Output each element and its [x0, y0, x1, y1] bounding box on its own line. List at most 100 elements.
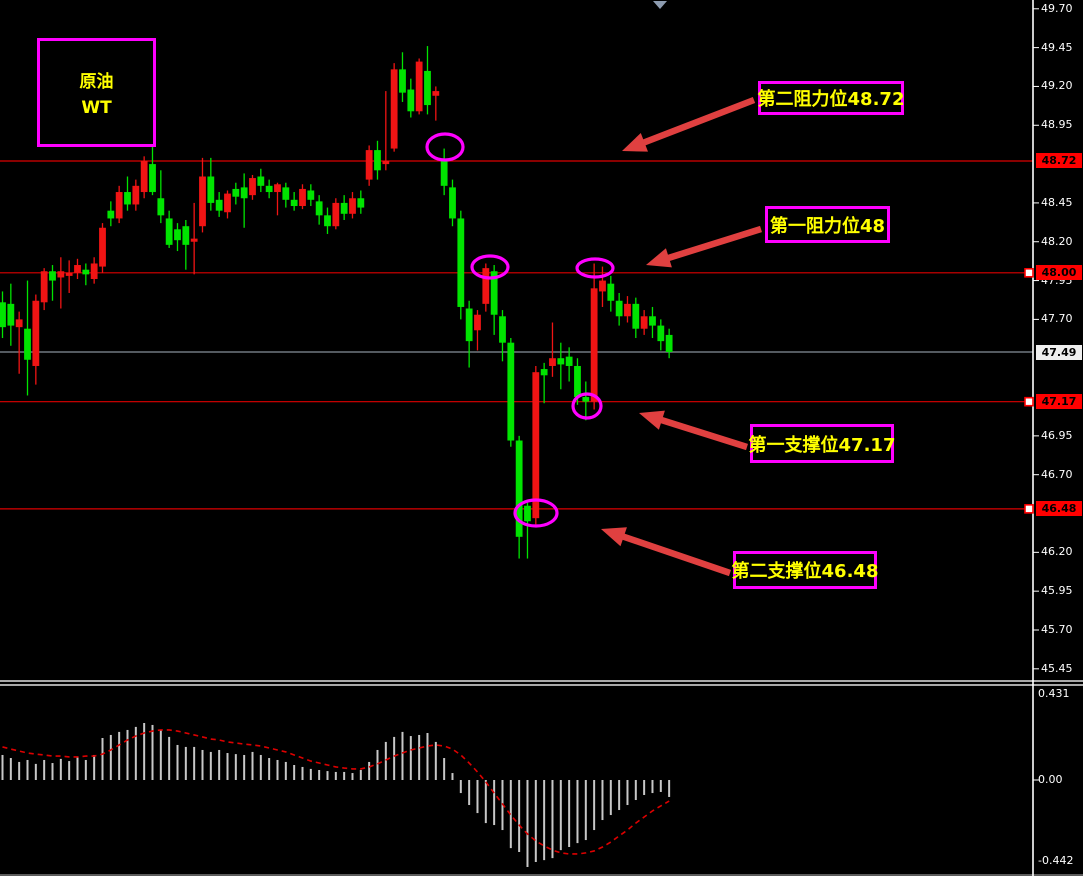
annotation-arrow-head[interactable] — [646, 248, 672, 268]
candle-body — [665, 334, 673, 352]
candle-body — [257, 176, 265, 186]
candle-body — [632, 303, 640, 329]
annotation-arrow-shaft[interactable] — [637, 96, 756, 148]
candle-body — [565, 356, 573, 366]
candle-body — [265, 185, 273, 193]
level-marker-square[interactable] — [1024, 504, 1034, 514]
candle-body — [424, 70, 431, 106]
candle-body — [640, 316, 648, 329]
candle-body — [182, 226, 190, 245]
candle-body — [240, 187, 248, 199]
candle-body — [274, 184, 281, 193]
candle-body — [157, 198, 165, 216]
annotation-box-3[interactable]: 第一支撑位47.17 — [749, 424, 895, 463]
candle-body — [82, 269, 90, 275]
candle-body — [407, 89, 415, 112]
candle-body — [115, 192, 123, 219]
candle-body — [390, 69, 398, 149]
candle-body — [140, 160, 148, 193]
candle-body — [199, 176, 206, 227]
candle-body — [32, 300, 40, 366]
candle-body — [590, 288, 598, 402]
candle-body — [349, 198, 356, 214]
candle-body — [315, 201, 323, 216]
candle-body — [432, 91, 440, 96]
annotation-arrow-shaft[interactable] — [662, 225, 762, 263]
highlight-circle[interactable] — [470, 254, 510, 280]
macd-signal-line — [2, 729, 670, 855]
highlight-circle[interactable] — [513, 498, 559, 528]
annotation-arrow-shaft[interactable] — [616, 531, 732, 577]
candle-body — [515, 440, 523, 537]
candle-body — [224, 193, 231, 213]
candle-body — [490, 271, 498, 315]
candle-body — [332, 202, 340, 227]
annotation-box-2[interactable]: 第一阻力位48 — [765, 206, 890, 243]
annotation-arrow-shaft[interactable] — [655, 415, 748, 451]
candle-body — [232, 188, 240, 197]
candle-body — [374, 150, 381, 171]
instrument-symbol: WT — [81, 98, 112, 118]
highlight-circle[interactable] — [575, 257, 615, 279]
candle-body — [24, 328, 31, 360]
candle-body — [207, 176, 215, 203]
candle-body — [174, 229, 181, 241]
candle-body — [65, 272, 73, 276]
candle-body — [324, 215, 331, 227]
candle-body — [74, 265, 81, 273]
instrument-name: 原油 — [79, 72, 114, 92]
candle-body — [507, 342, 515, 441]
candle-body — [290, 199, 298, 207]
scroll-marker-icon[interactable] — [653, 1, 667, 9]
candle-body — [190, 238, 198, 242]
candle-body — [599, 280, 606, 292]
candle-body — [574, 365, 581, 398]
highlight-circle[interactable] — [571, 392, 603, 420]
candle-body — [90, 263, 98, 280]
candle-body — [124, 192, 131, 205]
candle-body — [365, 150, 373, 180]
candle-body — [40, 271, 48, 303]
candle-body — [107, 210, 115, 219]
candle-body — [474, 314, 481, 331]
candle-body — [165, 218, 173, 245]
candle-body — [7, 303, 15, 326]
candle-body — [57, 271, 65, 278]
annotation-box-1[interactable]: 第二阻力位48.72 — [758, 81, 904, 115]
annotation-arrow-head[interactable] — [639, 410, 665, 430]
highlight-circle[interactable] — [425, 132, 465, 162]
candle-body — [215, 199, 223, 211]
candle-body — [624, 303, 631, 317]
candle-body — [357, 198, 365, 208]
candle-body — [607, 283, 615, 301]
candle-body — [582, 397, 590, 402]
candle-body — [449, 187, 456, 219]
candle-body — [99, 227, 106, 267]
annotation-box-4[interactable]: 第二支撑位46.48 — [732, 551, 878, 589]
candle-body — [549, 358, 556, 366]
candle-body — [399, 69, 406, 93]
candle-body — [382, 160, 390, 165]
candle-body — [132, 185, 140, 205]
candle-body — [524, 505, 531, 522]
annotation-arrow-head[interactable] — [601, 527, 627, 547]
level-marker-square[interactable] — [1024, 396, 1034, 407]
candle-body — [282, 187, 290, 200]
candle-body — [615, 300, 623, 317]
candle-body — [299, 188, 306, 207]
candle-body — [499, 316, 506, 343]
candle-body — [15, 319, 23, 328]
candle-body — [440, 160, 448, 186]
candle-body — [249, 178, 256, 196]
candle-body — [482, 268, 490, 304]
level-marker-square[interactable] — [1024, 267, 1034, 278]
candle-body — [415, 61, 423, 112]
candle-body — [532, 372, 540, 519]
instrument-label-box[interactable]: 原油 WT — [37, 38, 156, 147]
candle-body — [49, 271, 56, 281]
candle-body — [457, 218, 465, 307]
candle-body — [657, 325, 665, 342]
annotation-arrow-head[interactable] — [622, 133, 648, 152]
